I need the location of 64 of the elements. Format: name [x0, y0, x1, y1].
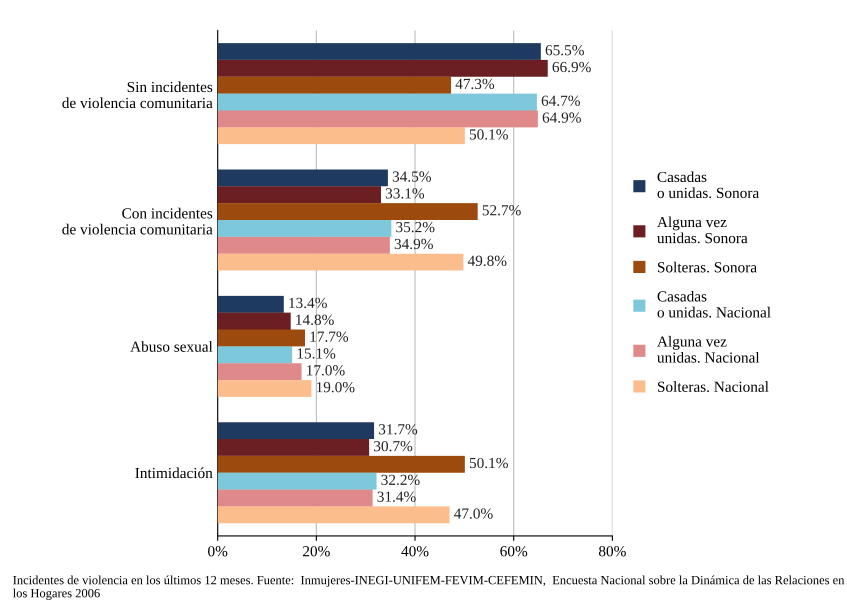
data-label: 19.0%	[316, 382, 355, 392]
x-tick-label: 0%	[208, 546, 228, 556]
data-label: 17.7%	[310, 331, 348, 342]
legend-label: Solteras. Sonora	[658, 262, 757, 273]
bar	[218, 127, 465, 144]
data-label: 31.4%	[377, 492, 416, 502]
data-label: 66.9%	[552, 62, 591, 72]
bar	[218, 60, 548, 77]
bar	[218, 220, 392, 237]
bar	[218, 296, 284, 313]
bar	[218, 380, 312, 397]
data-label: 32.2%	[381, 474, 420, 486]
data-label: 31.7%	[378, 424, 418, 435]
bar	[218, 236, 390, 254]
bar	[218, 439, 370, 456]
data-label: 14.8%	[296, 314, 334, 325]
data-label: 64.7%	[542, 96, 580, 106]
bar	[218, 169, 388, 186]
data-label: 34.9%	[394, 238, 433, 250]
bar	[218, 490, 373, 506]
legend-label: Casadas o unidas. Sonora	[658, 171, 759, 198]
data-label: 30.7%	[374, 440, 412, 452]
y-tick-label: Abuso sexual	[130, 341, 213, 352]
legend-label: Alguna vez unidas. Sonora	[657, 216, 748, 244]
data-label: 47.3%	[456, 78, 494, 90]
bar	[218, 330, 306, 346]
data-label: 52.7%	[482, 205, 521, 216]
bar	[218, 94, 537, 110]
data-label: 15.1%	[298, 348, 336, 359]
y-tick-label: Sin incidentes de violencia comunitaria	[62, 81, 213, 108]
legend-label: Casadas o unidas. Nacional	[658, 290, 771, 318]
data-label: 50.1%	[470, 458, 508, 468]
data-label: 13.4%	[289, 298, 327, 308]
bar	[218, 110, 538, 128]
x-tick-label: 60%	[500, 546, 528, 556]
bar	[218, 363, 302, 380]
bar	[218, 456, 465, 473]
bar	[218, 312, 291, 330]
data-label: 35.2%	[396, 222, 434, 232]
text: Incidentes de violencia en los últimos 12 meses. Fuente: Inmujeres-INEGI-UNIFEM-FEVIM-CEFEMIN, Encuesta Nacional sobre la Dinámica de las Relaciones en los Hogares 2006	[12, 576, 844, 600]
x-tick-label: 20%	[303, 546, 330, 556]
bar	[218, 254, 464, 271]
data-label: 33.1%	[386, 188, 424, 199]
y-tick-label: Con incidentes de violencia comunitaria	[62, 208, 213, 234]
legend-label: Solteras. Nacional	[658, 381, 769, 392]
data-label: 34.5%	[392, 171, 432, 182]
data-label: 17.0%	[307, 365, 345, 376]
data-label: 64.9%	[542, 112, 581, 123]
legend-label: Alguna vez unidas. Nacional	[657, 336, 760, 363]
bar	[218, 506, 450, 524]
y-tick-label: Intimidación	[135, 467, 213, 478]
bar	[218, 472, 377, 490]
data-label: 47.0%	[454, 508, 493, 519]
bar	[218, 346, 292, 364]
bar	[218, 76, 452, 94]
x-tick-label: 80%	[598, 546, 626, 556]
bar	[218, 203, 478, 220]
bar	[218, 186, 381, 204]
data-label: 50.1%	[470, 129, 508, 140]
x-tick-label: 40%	[401, 546, 429, 556]
data-label: 49.8%	[468, 256, 506, 266]
bar	[218, 422, 374, 440]
bar	[218, 43, 541, 60]
data-label: 65.5%	[546, 45, 584, 56]
